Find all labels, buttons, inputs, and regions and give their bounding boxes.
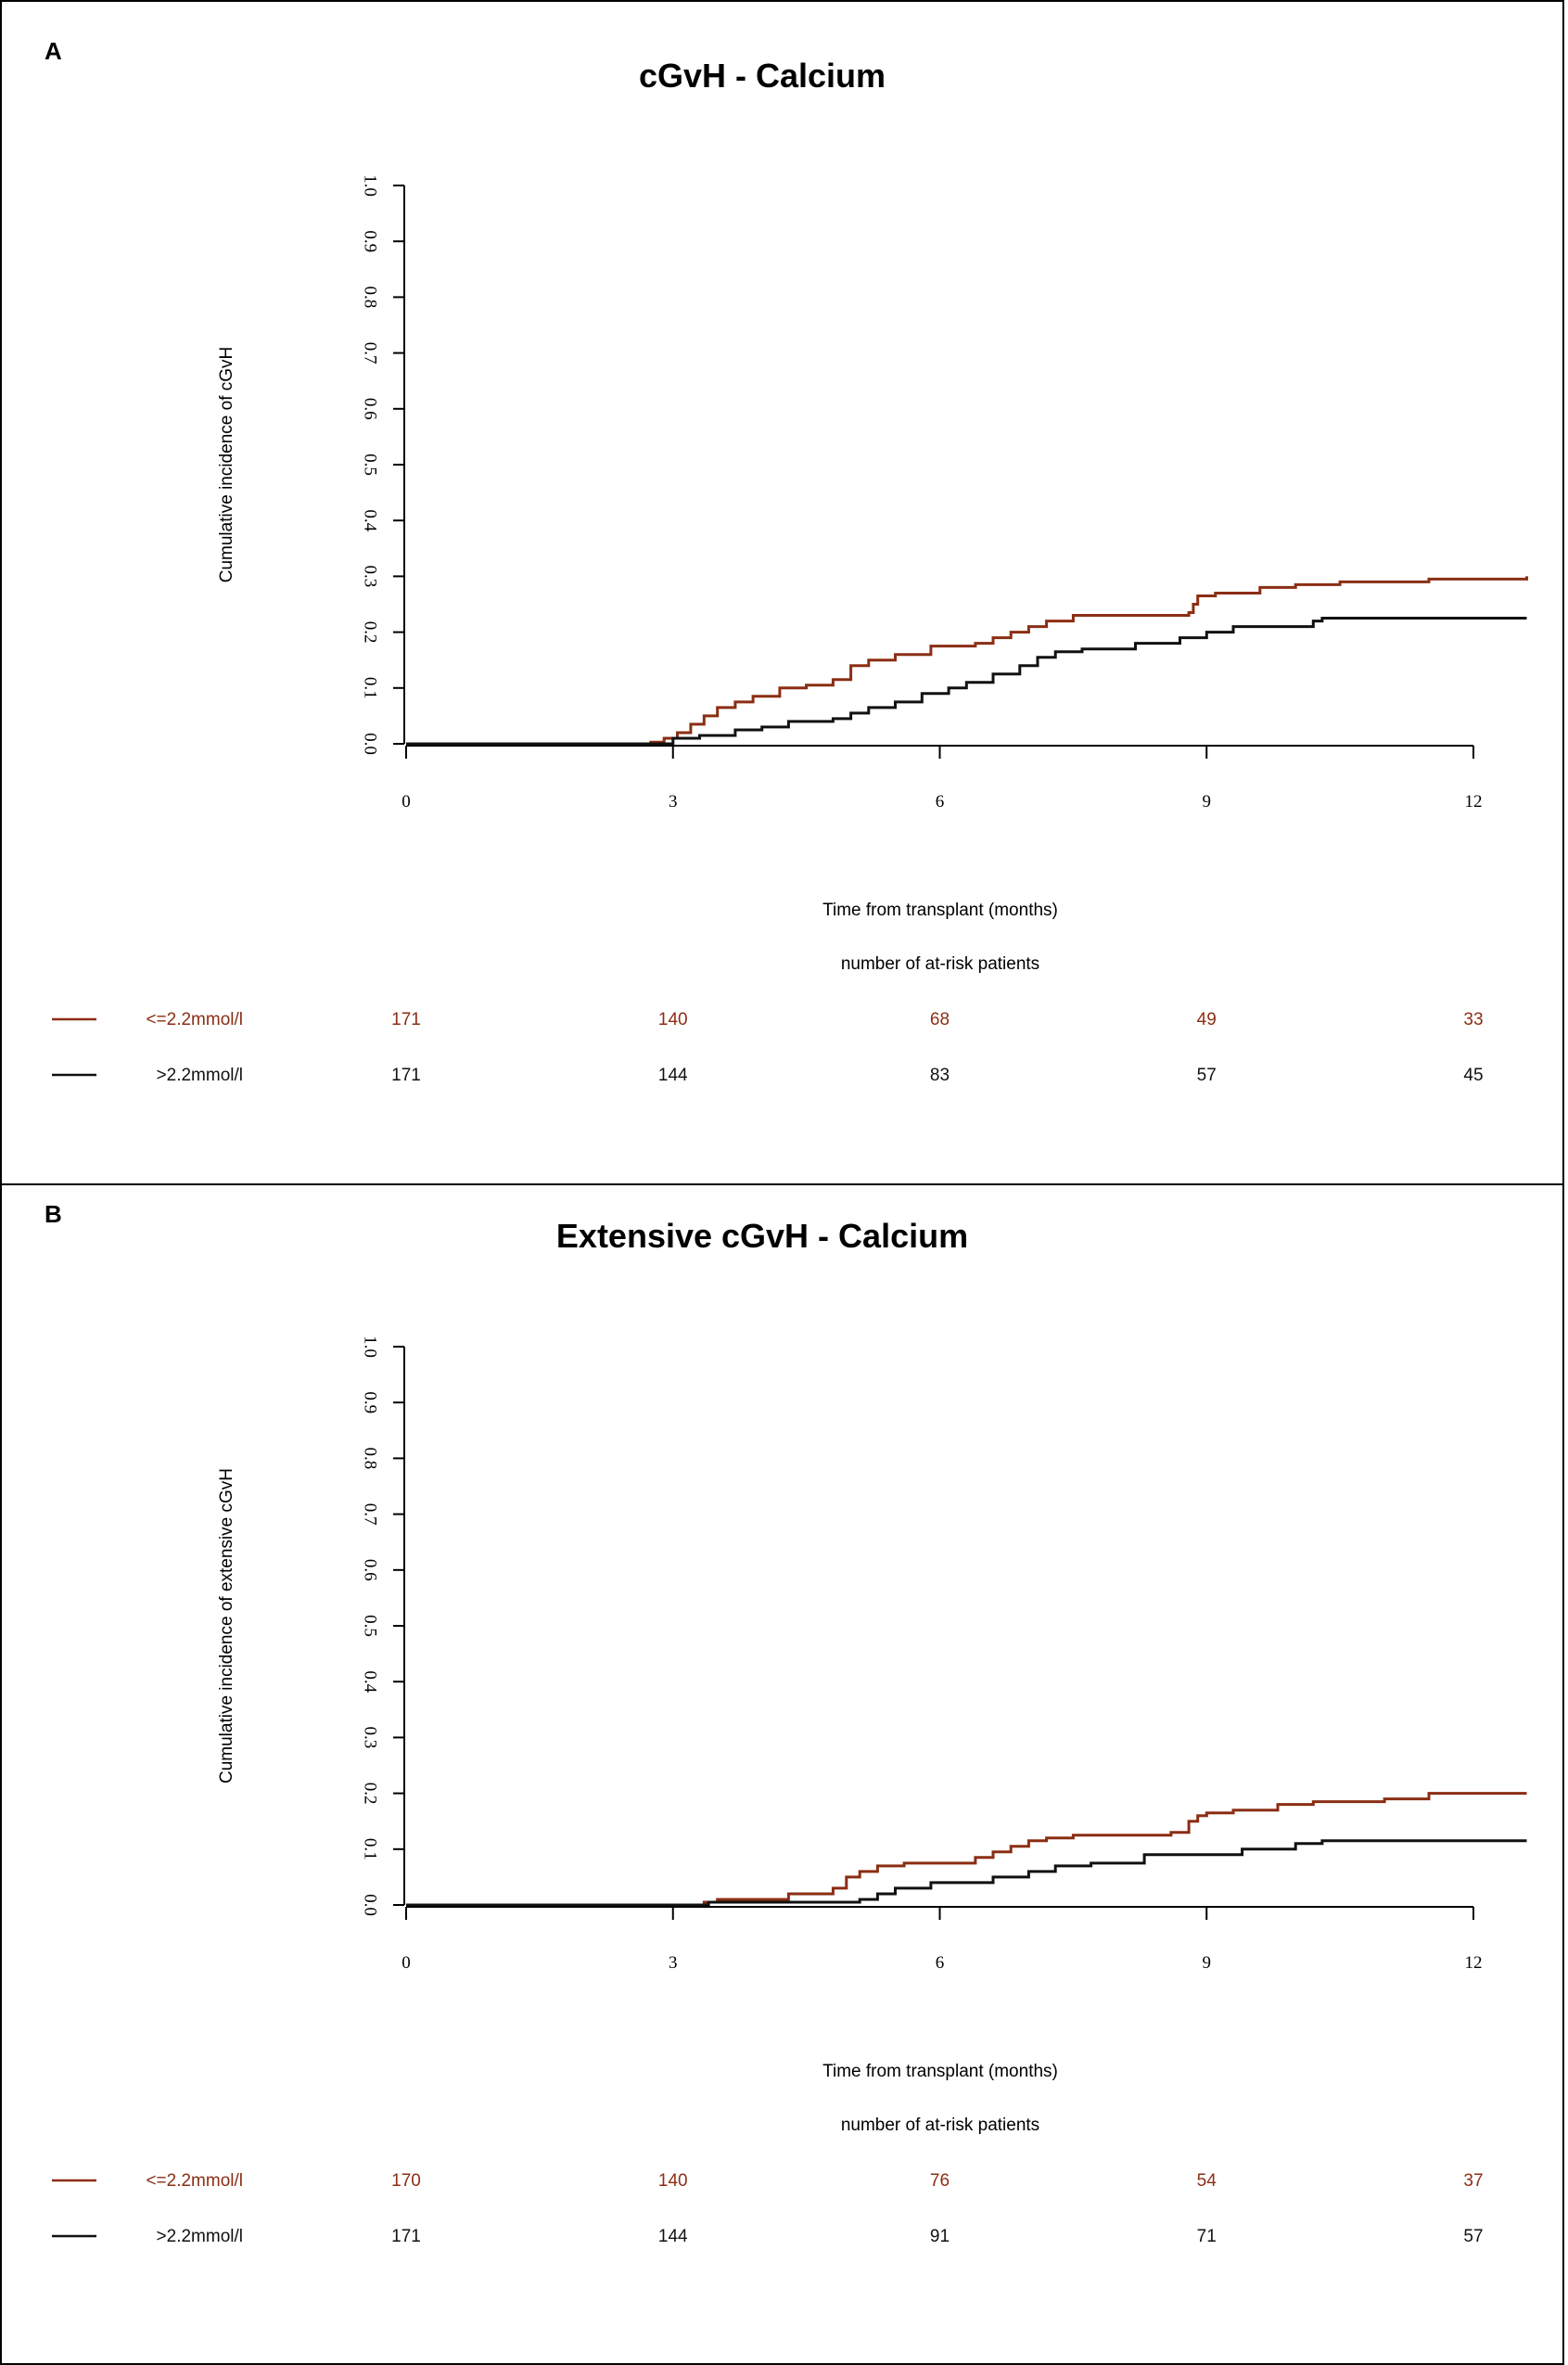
risk-count: 71 (1197, 2227, 1217, 2246)
risk-row-label: >2.2mmol/l (157, 1066, 243, 1085)
risk-count: 57 (1463, 2227, 1483, 2246)
risk-count: 171 (391, 1010, 421, 1029)
y-tick-label: 0.7 (361, 342, 380, 364)
y-axis-label: Cumulative incidence of extensive cGvH (217, 1468, 236, 1783)
y-tick-label: 0.9 (361, 1391, 380, 1413)
y-tick-label: 0.0 (361, 733, 380, 755)
risk-count: 37 (1463, 2171, 1483, 2191)
series-line-high-calcium (406, 617, 1527, 746)
risk-count: 54 (1197, 2171, 1217, 2191)
risk-count: 83 (930, 1066, 950, 1085)
risk-count: 49 (1197, 1010, 1217, 1029)
series-line-high-calcium (406, 1839, 1527, 1907)
y-tick-label: 0.6 (361, 398, 380, 420)
risk-table-title: number of at-risk patients (841, 2116, 1039, 2135)
risk-count: 45 (1463, 1066, 1483, 1085)
panel-letter: B (45, 1200, 62, 1228)
x-tick-label: 12 (1465, 792, 1483, 812)
y-tick-label: 0.2 (361, 621, 380, 644)
series-line-low-calcium (406, 1792, 1527, 1907)
y-tick-label: 0.5 (361, 454, 380, 476)
x-tick-label: 3 (669, 792, 678, 812)
risk-count: 140 (658, 1010, 688, 1029)
x-tick-label: 0 (402, 792, 411, 812)
risk-count: 68 (930, 1010, 950, 1029)
x-tick-label: 6 (936, 1953, 945, 1973)
y-tick-label: 0.4 (361, 509, 380, 531)
series-line-low-calcium (406, 576, 1528, 746)
panel-b: B Extensive cGvH - Calcium 0.0 0.1 0.2 0.3 0.4… (0, 1183, 1564, 2365)
risk-count: 76 (930, 2171, 950, 2191)
y-tick-label: 0.4 (361, 1670, 380, 1693)
y-tick-label: 0.2 (361, 1783, 380, 1805)
risk-row-label: <=2.2mmol/l (146, 2171, 243, 2191)
y-tick-label: 0.8 (361, 1448, 380, 1470)
x-tick-label: 6 (936, 792, 945, 812)
y-tick-label: 0.0 (361, 1894, 380, 1916)
y-tick-label: 0.1 (361, 677, 380, 699)
risk-count: 140 (658, 2171, 688, 2191)
y-tick-label: 0.1 (361, 1838, 380, 1860)
risk-count: 171 (391, 1066, 421, 1085)
y-tick-label: 0.8 (361, 287, 380, 309)
x-axis-label: Time from transplant (months) (822, 2062, 1058, 2081)
risk-table-title: number of at-risk patients (841, 954, 1039, 974)
y-tick-label: 0.9 (361, 230, 380, 252)
risk-count: 144 (658, 1066, 688, 1085)
x-tick-label: 9 (1203, 792, 1212, 812)
risk-row-label: <=2.2mmol/l (146, 1010, 243, 1029)
y-axis-label: Cumulative incidence of cGvH (217, 347, 236, 583)
x-tick-label: 0 (402, 1953, 411, 1973)
x-tick-label: 9 (1203, 1953, 1212, 1973)
y-tick-label: 0.7 (361, 1503, 380, 1526)
risk-count: 57 (1197, 1066, 1217, 1085)
chart-title: cGvH - Calcium (639, 57, 886, 95)
x-tick-label: 3 (669, 1953, 678, 1973)
risk-count: 171 (391, 2227, 421, 2246)
risk-count: 170 (391, 2171, 421, 2191)
risk-row-label: >2.2mmol/l (157, 2227, 243, 2246)
panel-letter: A (45, 37, 62, 65)
x-tick-label: 12 (1465, 1953, 1483, 1973)
y-tick-label: 1.0 (361, 174, 380, 197)
y-tick-label: 0.3 (361, 566, 380, 588)
chart-b-svg: B Extensive cGvH - Calcium 0.0 0.1 0.2 0.3 0.4… (45, 1200, 1527, 2246)
y-tick-label: 0.3 (361, 1727, 380, 1749)
y-tick-label: 1.0 (361, 1336, 380, 1358)
chart-title: Extensive cGvH - Calcium (556, 1217, 968, 1255)
risk-count: 33 (1463, 1010, 1483, 1029)
x-axis-label: Time from transplant (months) (822, 901, 1058, 920)
risk-count: 91 (930, 2227, 950, 2246)
risk-count: 144 (658, 2227, 688, 2246)
y-tick-label: 0.6 (361, 1559, 380, 1581)
y-tick-label: 0.5 (361, 1615, 380, 1637)
